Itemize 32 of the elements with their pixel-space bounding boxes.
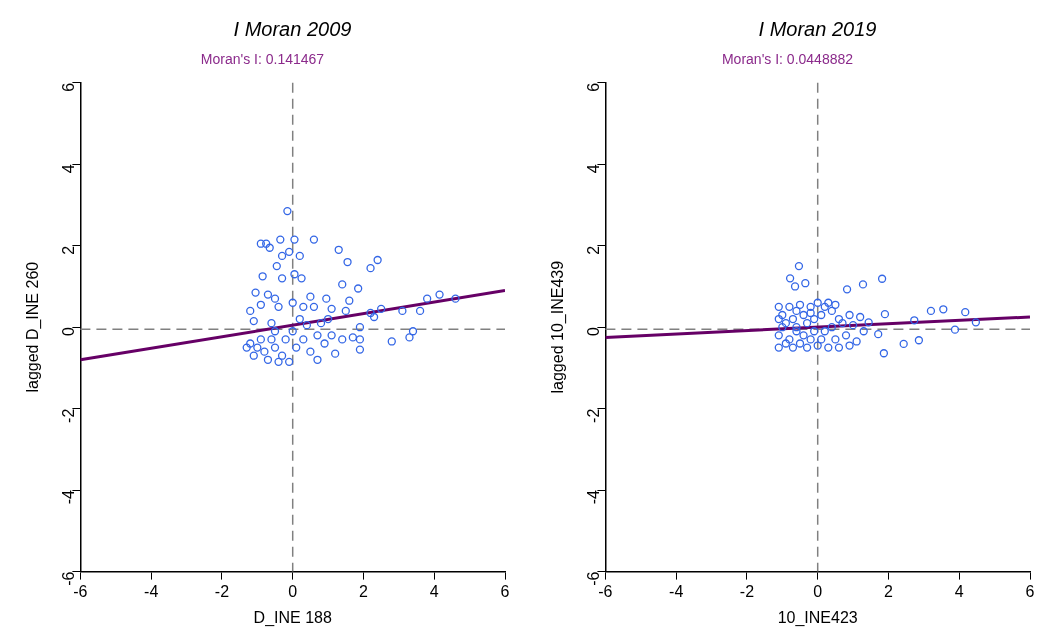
x-tick-label: 0	[288, 582, 298, 600]
y-tick-label: 6	[584, 82, 602, 92]
y-tick-label: 2	[584, 245, 602, 255]
x-tick-label: 6	[500, 582, 510, 600]
y-tick-label: 6	[59, 82, 77, 92]
x-tick-label: 6	[1025, 582, 1035, 600]
x-axis-title: D_INE 188	[253, 608, 332, 627]
x-axis-title: 10_INE423	[777, 608, 858, 627]
y-tick-label: 4	[59, 164, 77, 174]
x-tick-label: 4	[429, 582, 439, 600]
chart-subtitle: Moran's I: 0.0448882	[721, 51, 854, 68]
y-tick-label: -4	[59, 490, 77, 505]
y-tick-label: 4	[584, 164, 602, 174]
y-tick-label: 2	[59, 245, 77, 255]
y-axis-title: lagged D_INE 260	[24, 261, 43, 393]
x-tick-label: -4	[144, 582, 159, 600]
x-tick-label: 2	[884, 582, 894, 600]
y-tick-label: -4	[584, 490, 602, 505]
y-tick-label: -2	[59, 408, 77, 423]
x-tick-label: 2	[359, 582, 369, 600]
x-tick-label: -2	[214, 582, 230, 600]
x-tick-label: -2	[739, 582, 755, 600]
x-tick-label: -4	[669, 582, 684, 600]
chart-title: I Moran 2019	[757, 17, 878, 42]
chart-title: I Moran 2009	[232, 17, 353, 42]
y-axis-title: lagged 10_INE439	[549, 260, 568, 394]
x-tick-label: 0	[813, 582, 823, 600]
y-tick-label: 0	[59, 327, 77, 337]
x-tick-label: 4	[954, 582, 964, 600]
y-tick-label: 0	[584, 327, 602, 337]
chart-subtitle: Moran's I: 0.141467	[200, 51, 325, 68]
y-tick-label: -2	[584, 408, 602, 423]
